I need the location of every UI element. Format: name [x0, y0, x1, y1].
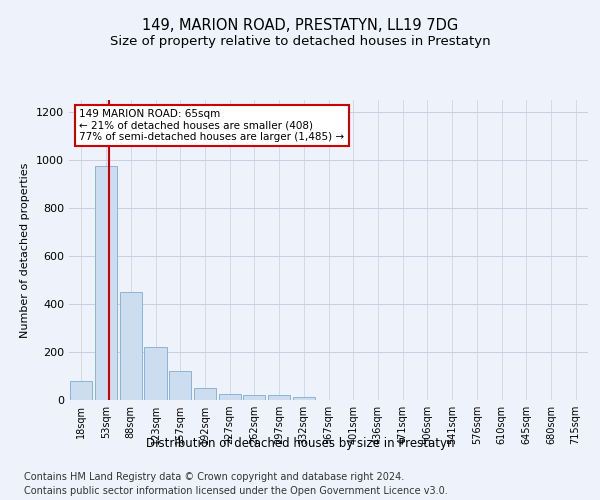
Bar: [243, 394, 265, 400]
Text: Size of property relative to detached houses in Prestatyn: Size of property relative to detached ho…: [110, 35, 490, 48]
Bar: [194, 388, 216, 400]
Bar: [70, 381, 92, 400]
Bar: [218, 394, 241, 400]
Bar: [268, 395, 290, 400]
Bar: [169, 371, 191, 400]
Bar: [145, 347, 167, 400]
Text: 149, MARION ROAD, PRESTATYN, LL19 7DG: 149, MARION ROAD, PRESTATYN, LL19 7DG: [142, 18, 458, 32]
Text: Contains public sector information licensed under the Open Government Licence v3: Contains public sector information licen…: [24, 486, 448, 496]
Text: Distribution of detached houses by size in Prestatyn: Distribution of detached houses by size …: [146, 438, 454, 450]
Bar: [95, 166, 117, 400]
Text: 149 MARION ROAD: 65sqm
← 21% of detached houses are smaller (408)
77% of semi-de: 149 MARION ROAD: 65sqm ← 21% of detached…: [79, 109, 344, 142]
Bar: [119, 292, 142, 400]
Bar: [293, 397, 315, 400]
Text: Contains HM Land Registry data © Crown copyright and database right 2024.: Contains HM Land Registry data © Crown c…: [24, 472, 404, 482]
Y-axis label: Number of detached properties: Number of detached properties: [20, 162, 31, 338]
